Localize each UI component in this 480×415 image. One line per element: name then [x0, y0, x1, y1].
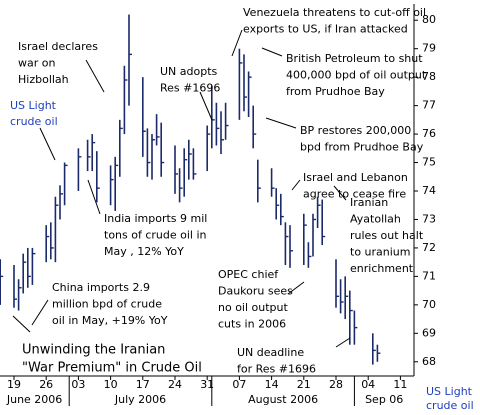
title-leader [12, 315, 31, 333]
annotation-text: enrichment [350, 262, 414, 275]
annotation-text: oil in May, +19% YoY [52, 314, 168, 327]
annotation-text: 400,000 bpd of oil output [286, 69, 427, 82]
y-tick-label: 70 [422, 298, 436, 311]
y-tick-label: 72 [422, 241, 436, 254]
month-label: August 2006 [248, 393, 318, 406]
annotation-text: India imports 9 mil [104, 212, 207, 225]
annotation-text: for Res #1696 [237, 363, 316, 376]
annotation-leader [231, 29, 243, 57]
annotation-text: UN deadline [237, 346, 304, 359]
annotation-text: Daukoru sees [218, 285, 293, 298]
annotation-text: rules out halt [350, 229, 424, 242]
annotation-leader [291, 179, 301, 191]
annotation-leader [287, 281, 305, 295]
annotation-text: BP restores 200,000 [300, 124, 411, 137]
y-tick-label: 73 [422, 212, 436, 225]
x-tick-label: 28 [329, 378, 343, 391]
annotation-leader [31, 299, 49, 326]
chart-title: Unwinding the Iranian [22, 343, 165, 358]
annotation-text: Israel and Lebanon [303, 171, 408, 184]
x-tick-label: 14 [265, 378, 279, 391]
series-label: crude oil [10, 115, 58, 128]
annotation-text: Ayatollah [350, 213, 401, 226]
x-tick-label: 19 [7, 378, 21, 391]
y-tick-label: 74 [422, 184, 436, 197]
annotation-text: agree to cease fire [303, 188, 406, 201]
y-tick-label: 78 [422, 70, 436, 83]
y-tick-label: 77 [422, 99, 436, 112]
annotation-leader [265, 117, 297, 129]
x-tick-label: 03 [71, 378, 85, 391]
y-tick-label: 79 [422, 42, 436, 55]
x-tick-label: 10 [104, 378, 118, 391]
annotation-text: British Petroleum to shut [286, 52, 423, 65]
x-tick-label: 21 [297, 378, 311, 391]
annotation-text: China imports 2.9 [52, 281, 150, 294]
annotation-leader [261, 47, 283, 57]
annotation-leader [333, 185, 347, 201]
annotation-text: May , 12% YoY [104, 245, 184, 258]
series-label: US Light [10, 99, 57, 112]
annotation-text: UN adopts [160, 65, 218, 78]
annotation-text: million bpd of crude [52, 298, 162, 311]
month-label: July 2006 [114, 393, 166, 406]
annotation-text: Hizbollah [18, 73, 69, 86]
annotation-text: OPEC chief [218, 268, 279, 281]
x-tick-label: 26 [39, 378, 53, 391]
month-label: June 2006 [6, 393, 62, 406]
x-tick-label: 31 [200, 378, 214, 391]
x-tick-label: 11 [393, 378, 407, 391]
y-tick-label: 75 [422, 156, 436, 169]
annotation-text: tons of crude oil in [104, 229, 207, 242]
annotation-leader [335, 337, 351, 348]
chart-title: "War Premium" in Crude Oil [22, 361, 202, 376]
annotation-text: to uranium [350, 246, 411, 259]
y-axis-label: US Light [426, 385, 473, 398]
annotation-leader [85, 59, 105, 93]
y-tick-label: 76 [422, 127, 436, 140]
annotation-text: Iranian [350, 196, 388, 209]
annotation-text: exports to US, if Iran attacked [243, 23, 408, 36]
annotation-leader [199, 91, 213, 121]
annotation-text: bpd from Prudhoe Bay [300, 141, 424, 154]
annotation-leader [87, 179, 101, 215]
annotation-text: Res #1696 [160, 82, 220, 95]
month-label: Sep 06 [365, 393, 403, 406]
y-tick-label: 69 [422, 326, 436, 339]
y-tick-label: 68 [422, 355, 436, 368]
annotation-text: war on [18, 57, 55, 70]
annotation-text: from Prudhoe Bay [286, 85, 385, 98]
x-tick-label: 07 [232, 378, 246, 391]
x-tick-label: 04 [361, 378, 375, 391]
y-tick-label: 71 [422, 269, 436, 282]
annotation-text: Venezuela threatens to cut-off oil [243, 6, 426, 19]
annotation-text: Israel declares [18, 40, 98, 53]
annotation-text: cuts in 2006 [218, 318, 286, 331]
y-axis-label: crude oil [426, 399, 474, 412]
x-tick-label: 17 [136, 378, 150, 391]
series-label-leader [39, 127, 56, 161]
x-tick-label: 24 [168, 378, 182, 391]
annotation-text: no oil output [218, 301, 289, 314]
y-tick-label: 80 [422, 13, 436, 26]
